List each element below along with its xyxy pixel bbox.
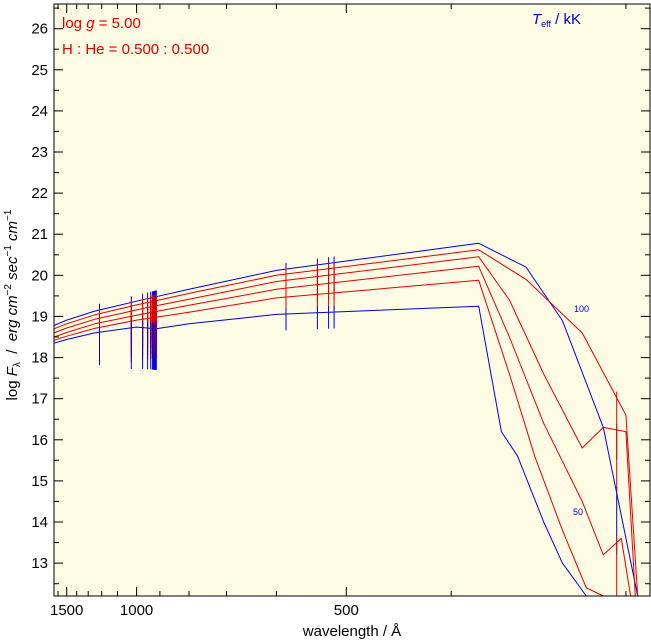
y-tick-label: 22 (31, 185, 48, 202)
y-tick-label: 20 (31, 267, 48, 284)
x-tick-label: 1000 (120, 602, 153, 619)
annotation-logg: log g = 5.00 (62, 15, 141, 32)
series-line-teff-60 (53, 279, 604, 597)
y-tick-label: 16 (31, 432, 48, 449)
curve-label-hot: 100 (574, 304, 589, 314)
annotation-teff: Teff / kK (532, 11, 581, 29)
x-tick-label: 500 (334, 602, 359, 619)
plot-frame (53, 3, 651, 597)
y-tick-label: 17 (31, 391, 48, 408)
series-group (53, 242, 639, 597)
y-tick-label: 18 (31, 350, 48, 367)
y-tick-label: 26 (31, 21, 48, 38)
annotation-composition: H : He = 0.500 : 0.500 (62, 41, 209, 58)
series-line-teff-70 (53, 265, 632, 597)
series-line-teff-90 (53, 249, 639, 597)
x-axis-label: wavelength / Å (302, 623, 401, 640)
y-tick-label: 13 (31, 555, 48, 572)
y-axis: 13 14 15 16 17 18 19 20 21 22 23 24 25 26 (31, 7, 650, 585)
x-tick-label: 1500 (50, 602, 83, 619)
y-tick-label: 14 (31, 514, 48, 531)
y-tick-label: 23 (31, 144, 48, 161)
series-line-teff-50 (53, 305, 587, 597)
y-tick-label: 21 (31, 226, 48, 243)
series-line-teff-80 (53, 256, 636, 597)
series-line-teff-100 (53, 242, 639, 597)
y-tick-label: 15 (31, 473, 48, 490)
y-axis-label: log Fλ / erg cm−2 sec−1 cm−1 (3, 209, 23, 400)
curve-label-cool: 50 (573, 507, 583, 517)
y-tick-label: 25 (31, 62, 48, 79)
y-tick-label: 19 (31, 308, 48, 325)
y-tick-label: 24 (31, 103, 48, 120)
absorption-lines (99, 256, 618, 596)
x-axis: 1500 1000 500 (50, 4, 627, 619)
